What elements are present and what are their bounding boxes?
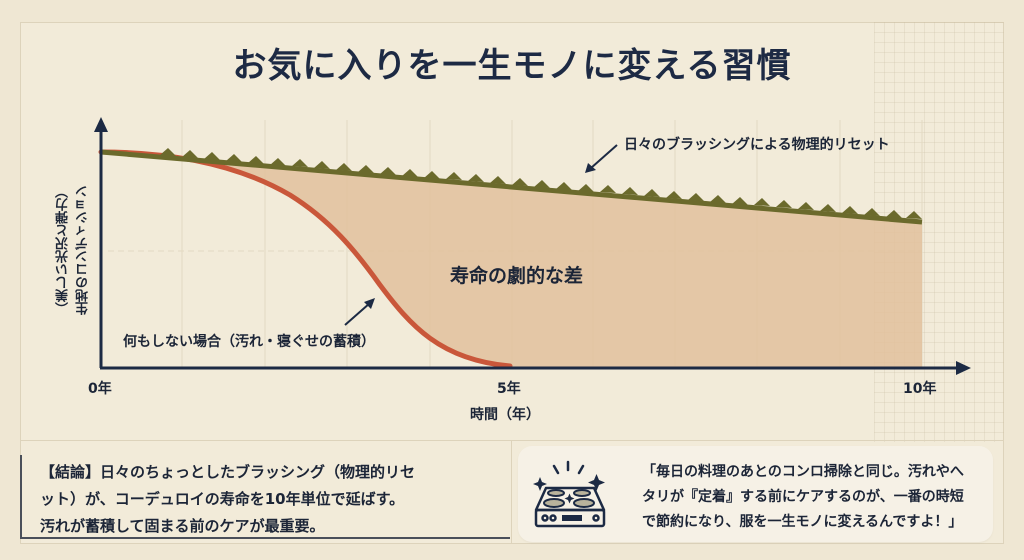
conclusion-line: 汚れが蓄積して固まる前のケアが最重要。 [40,517,325,535]
x-axis-title: 時間（年） [470,407,540,423]
quote-card: 「毎日の料理のあとのコンロ掃除と同じ。汚れやへ タリが『定着』する前にケアするの… [518,446,993,542]
annotation-brushing: 日々のブラッシングによる物理的リセット [624,137,890,153]
x-axis-arrow [956,361,971,375]
conclusion-line: ット）が、コーデュロイの寿命を10年単位で延ばす。 [40,490,405,508]
no-care-arrow [344,302,371,326]
quote-text: 「毎日の料理のあとのコンロ掃除と同じ。汚れやへ タリが『定着』する前にケアするの… [642,460,992,535]
quote-line: 「毎日の料理のあとのコンロ掃除と同じ。汚れやへ [642,464,964,480]
x-tick-0: 0年 [88,381,112,397]
quote-line: タリが『定着』する前にケアするのが、一番の時短 [642,489,964,505]
chart-canvas [94,117,971,375]
y-axis-label-line1: 生地のコンディション [76,185,91,315]
conclusion-line: 【結論】日々のちょっとしたブラッシング（物理的リセ [40,463,416,481]
conclusion-box: 【結論】日々のちょっとしたブラッシング（物理的リセ ット）が、コーデュロイの寿命… [20,455,510,539]
page-title: お気に入りを一生モノに変える習慣 [232,46,792,86]
y-axis-arrow [94,117,108,132]
annotation-arrows [344,144,618,326]
y-axis-label: 生地のコンディション （美しい光沢と弾力） [46,160,102,340]
x-tick-10: 10年 [903,381,937,397]
column-divider [511,440,512,544]
axes [94,117,971,375]
stove-sparkle-icon [533,460,606,528]
section-divider [20,440,1004,441]
annotation-no-care: 何もしない場合（汚れ・寝ぐせの蓄積） [123,334,375,350]
gap-label: 寿命の劇的な差 [450,265,584,287]
y-axis-label-line2: （美しい光沢と弾力） [56,185,71,315]
brushing-line [100,149,923,225]
brushing-sawtooth [160,148,922,219]
brushing-arrow [590,144,618,169]
quote-line: で節約になり、服を一生モノに変えるんですよ！」 [642,514,963,530]
x-tick-5: 5年 [497,381,521,397]
